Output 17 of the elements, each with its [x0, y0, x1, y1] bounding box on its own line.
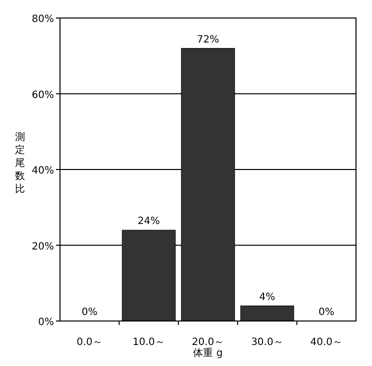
data-label: 0%: [82, 307, 98, 318]
x-tick-label: 40.0～: [310, 337, 343, 348]
y-axis-title: 測定尾数比: [15, 131, 25, 195]
data-label: 72%: [196, 34, 220, 46]
x-axis-title: 体重 g: [193, 347, 223, 359]
y-tick-label: 60%: [32, 90, 54, 101]
y-tick-label: 80%: [32, 14, 54, 25]
x-tick-label: 30.0～: [251, 337, 284, 348]
data-label: 0%: [318, 307, 334, 318]
y-tick-label: 0%: [38, 317, 54, 328]
y-tick-label: 20%: [32, 241, 54, 252]
y-tick-label: 40%: [32, 166, 54, 176]
x-tick-label: 20.0～: [192, 337, 224, 348]
data-label: 4%: [259, 292, 276, 303]
x-tick-label: 10.0～: [132, 337, 165, 348]
data-label: 24%: [138, 216, 160, 228]
x-tick-label: 0.0～: [76, 337, 103, 348]
